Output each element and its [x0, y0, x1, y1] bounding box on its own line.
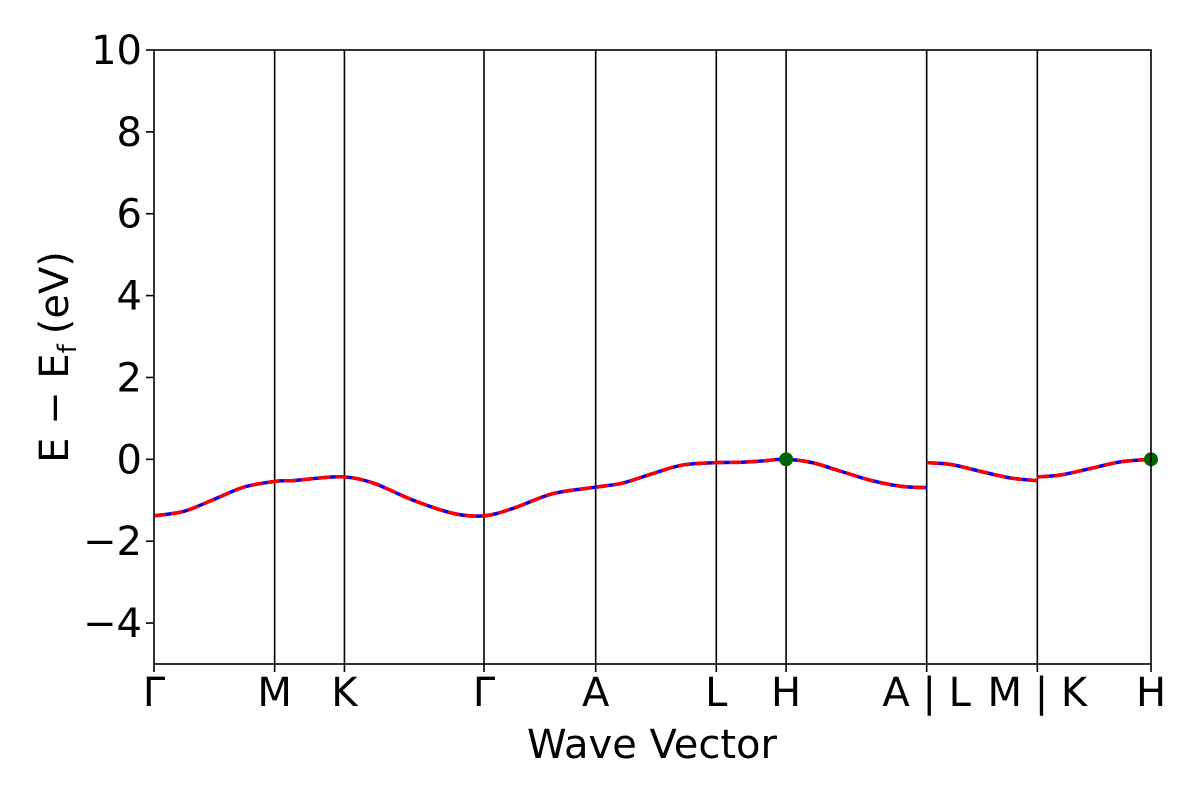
band-marker-point [779, 452, 794, 467]
x-tick-label: K [331, 670, 359, 716]
x-tick-label: A | L [882, 670, 971, 716]
y-tick-label: 6 [117, 192, 142, 238]
y-axis-label-main: E − E [32, 353, 78, 463]
y-axis-ticks: −4 −2 0 2 4 6 8 10 [83, 28, 154, 647]
x-tick-label: A [582, 670, 610, 716]
y-tick-label: 0 [117, 437, 142, 483]
y-tick-label: 10 [91, 28, 142, 74]
band-series [153, 457, 1152, 518]
y-axis-label: E − Ef (eV) [32, 251, 83, 463]
x-tick-label: Γ [143, 670, 166, 716]
band-line-dashed [153, 457, 927, 518]
y-axis-label-subscript: f [53, 343, 83, 353]
x-tick-label: L [705, 670, 728, 716]
x-tick-label: M | K [988, 670, 1089, 716]
y-tick-label: −2 [83, 519, 142, 565]
x-tick-label: H [771, 670, 801, 716]
y-axis-label-unit: (eV) [32, 251, 78, 334]
band-line-dashed [1037, 457, 1152, 479]
band-line-dashed [926, 460, 1038, 483]
high-symmetry-lines [273, 50, 1039, 664]
x-tick-label: M [257, 670, 292, 716]
plot-area [153, 49, 1158, 665]
x-axis-label: Wave Vector [527, 722, 778, 768]
y-tick-label: 2 [117, 355, 142, 401]
y-tick-label: 8 [117, 110, 142, 156]
y-tick-label: −4 [83, 601, 142, 647]
band-line-solid [153, 457, 927, 518]
axes-frame [153, 49, 1152, 665]
x-tick-label: Γ [473, 670, 496, 716]
y-tick-label: 4 [117, 274, 142, 320]
x-tick-label: H [1136, 670, 1166, 716]
